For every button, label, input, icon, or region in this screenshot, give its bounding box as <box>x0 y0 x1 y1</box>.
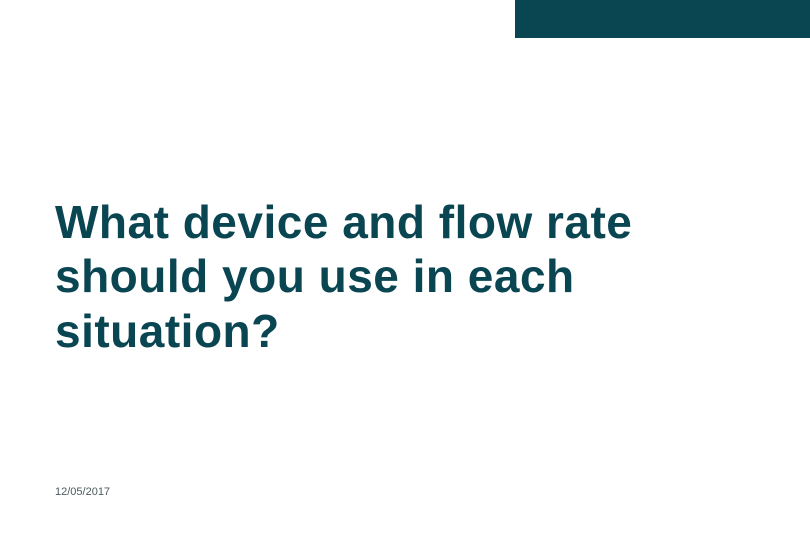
slide-date: 12/05/2017 <box>55 486 110 498</box>
header-accent-bar <box>515 0 810 38</box>
slide-title: What device and flow rate should you use… <box>55 195 755 358</box>
